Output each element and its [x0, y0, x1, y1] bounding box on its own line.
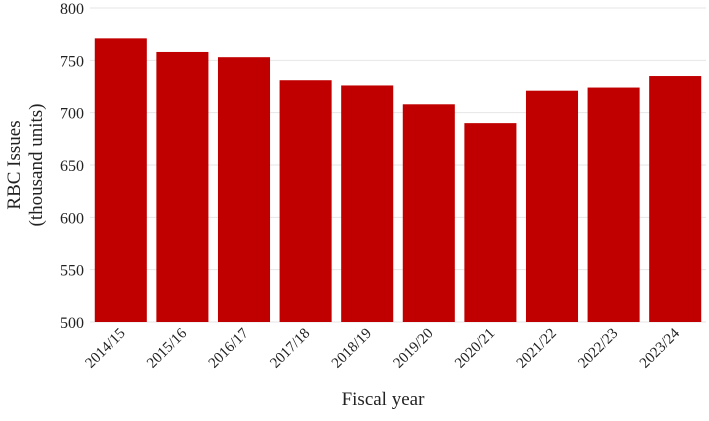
- x-tick-label: 2021/22: [514, 326, 560, 372]
- x-tick-label: 2015/16: [144, 325, 190, 371]
- y-axis-label-line-2: (thousand units): [26, 104, 47, 227]
- y-tick-label: 650: [60, 158, 84, 175]
- x-tick-label: 2014/15: [83, 326, 129, 372]
- y-tick-labels: 500 550 600 650 700 750 800: [60, 1, 84, 332]
- x-tick-label: 2020/21: [452, 326, 498, 372]
- y-tick-label: 800: [60, 1, 84, 18]
- y-tick-label: 500: [60, 315, 84, 332]
- bar-2023-24: [649, 76, 702, 323]
- x-tick-labels: 2014/15 2015/16 2016/17 2017/18 2018/19 2019/…: [83, 325, 684, 371]
- y-axis-label-line-1: RBC Issues: [4, 120, 25, 209]
- y-tick-label: 550: [60, 263, 84, 280]
- y-tick-label: 750: [60, 53, 84, 70]
- x-tick-label: 2016/17: [206, 325, 252, 371]
- x-axis-label: Fiscal year: [342, 389, 426, 410]
- bar-2021-22: [525, 90, 579, 322]
- bar-2019-20: [402, 104, 455, 322]
- bars: [94, 38, 702, 323]
- bar-2014-15: [94, 38, 147, 322]
- bar-2018-19: [341, 85, 394, 322]
- bar-2015-16: [156, 51, 209, 323]
- bar-2020-21: [464, 123, 517, 322]
- x-tick-label: 2023/24: [637, 325, 683, 371]
- bar-2017-18: [279, 80, 332, 322]
- bar-2016-17: [217, 57, 271, 323]
- y-tick-label: 600: [60, 210, 84, 227]
- x-tick-label: 2022/23: [575, 326, 621, 372]
- x-tick-label: 2018/19: [329, 326, 375, 372]
- x-tick-label: 2017/18: [267, 326, 313, 372]
- x-tick-label: 2019/20: [391, 326, 437, 372]
- bar-2022-23: [587, 87, 640, 323]
- y-tick-label: 700: [60, 106, 84, 123]
